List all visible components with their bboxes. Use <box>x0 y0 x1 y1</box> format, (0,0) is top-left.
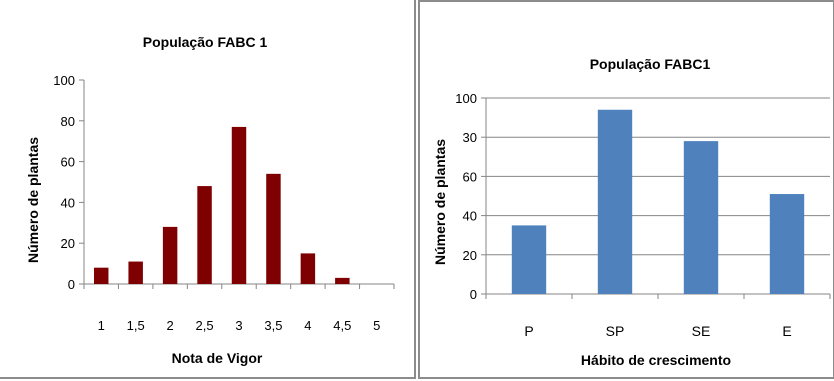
y-tick-label: 60 <box>61 155 75 170</box>
x-axis-label: Nota de Vigor <box>172 350 263 366</box>
y-tick-label: 80 <box>61 114 75 129</box>
bar <box>128 261 143 284</box>
x-category-label: 1 <box>98 318 105 333</box>
x-category-label: E <box>782 323 791 339</box>
x-category-label: SE <box>692 323 711 339</box>
bar <box>162 226 178 284</box>
bar <box>231 126 247 284</box>
x-category-label: P <box>524 323 533 339</box>
y-tick-label: 100 <box>455 91 477 106</box>
vigor-chart: População FABC 1 Número de plantas Nota … <box>25 34 395 366</box>
bar <box>597 109 633 294</box>
y-tick-label: 60 <box>463 169 477 184</box>
y-tick-label: 30 <box>463 130 477 145</box>
habito-chart: População FABC1 Número de plantas Hábito… <box>432 56 831 368</box>
y-tick-label: 40 <box>463 209 477 224</box>
plot-area: 0 20 40 60 30 100 P SP SE E <box>455 91 831 339</box>
bar <box>93 267 109 284</box>
x-category-label: 5 <box>373 318 380 333</box>
x-category-label: 3,5 <box>264 318 282 333</box>
y-axis-label: Número de plantas <box>432 139 448 265</box>
x-axis-label: Hábito de crescimento <box>581 352 731 368</box>
bar <box>335 277 350 284</box>
plot-area: 0 20 40 60 80 100 1 1,5 2 2,5 3 3,5 4 4,5 5 <box>53 73 395 333</box>
chart-title: População FABC 1 <box>143 34 268 50</box>
chart-title: População FABC1 <box>590 56 711 72</box>
y-tick-label: 20 <box>463 248 477 263</box>
x-category-label: 3 <box>235 318 242 333</box>
x-category-label: 2,5 <box>196 318 214 333</box>
bar <box>266 173 281 284</box>
x-category-label: 2 <box>166 318 173 333</box>
x-category-label: 1,5 <box>127 318 145 333</box>
y-axis-label: Número de plantas <box>25 137 41 263</box>
bar <box>683 141 719 294</box>
x-category-label: 4,5 <box>333 318 351 333</box>
bar <box>511 225 547 294</box>
y-tick-label: 20 <box>61 236 75 251</box>
chart-panel-habito: População FABC1 Número de plantas Hábito… <box>418 0 834 379</box>
y-tick-label: 100 <box>53 73 75 88</box>
bar <box>769 194 805 294</box>
chart-panel-vigor: População FABC 1 Número de plantas Nota … <box>0 0 416 379</box>
bar <box>197 186 212 284</box>
bar <box>300 253 316 284</box>
y-tick-label: 0 <box>470 287 477 302</box>
y-tick-label: 40 <box>61 195 75 210</box>
x-category-label: SP <box>606 323 625 339</box>
x-category-label: 4 <box>304 318 311 333</box>
y-tick-label: 0 <box>68 277 75 292</box>
